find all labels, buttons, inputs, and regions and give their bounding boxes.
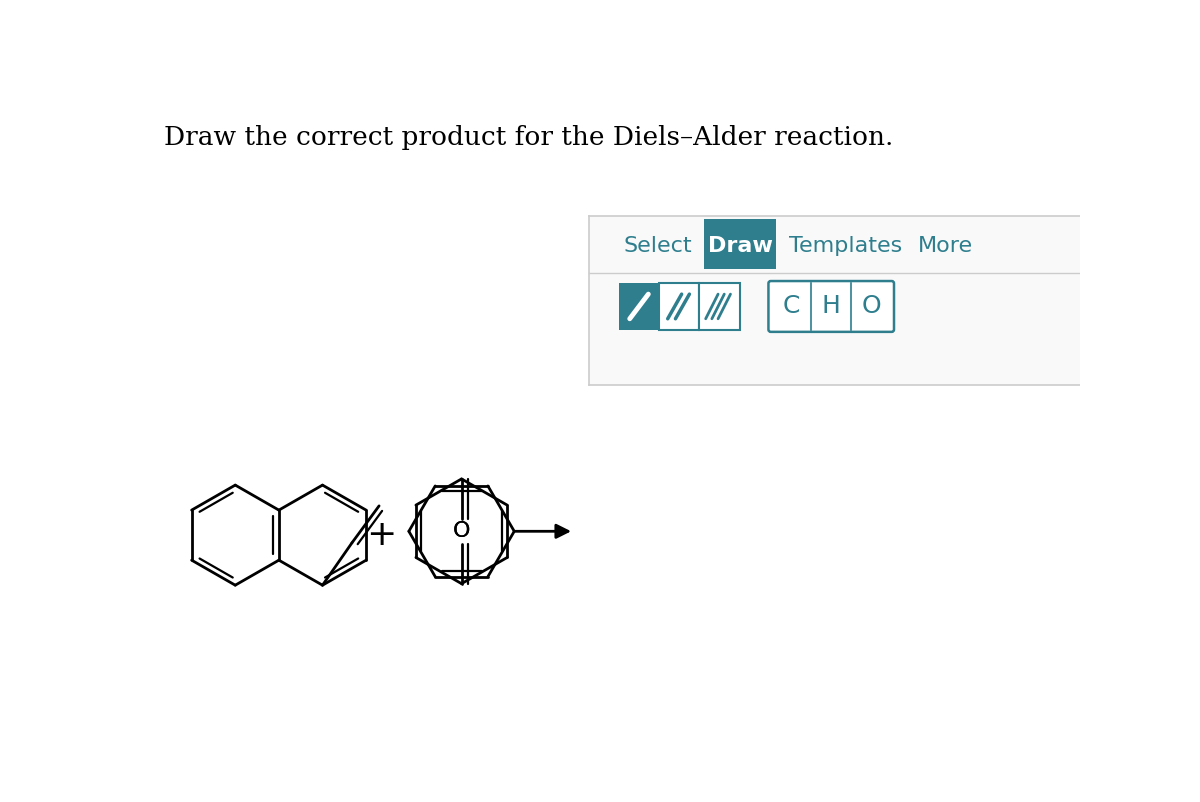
FancyBboxPatch shape [768, 281, 894, 332]
Text: C: C [782, 294, 799, 318]
Text: O: O [452, 521, 470, 541]
Text: More: More [918, 236, 973, 256]
Text: Draw the correct product for the Diels–Alder reaction.: Draw the correct product for the Diels–A… [164, 125, 893, 151]
Text: H: H [822, 294, 841, 318]
FancyBboxPatch shape [589, 216, 1080, 385]
FancyBboxPatch shape [659, 283, 700, 330]
FancyBboxPatch shape [700, 283, 739, 330]
FancyBboxPatch shape [704, 219, 776, 269]
Text: O: O [862, 294, 881, 318]
Text: Select: Select [623, 236, 692, 256]
Text: Templates: Templates [788, 236, 902, 256]
Text: Draw: Draw [708, 236, 773, 256]
Text: O: O [452, 521, 470, 541]
Text: +: + [366, 518, 396, 552]
FancyBboxPatch shape [619, 283, 659, 330]
